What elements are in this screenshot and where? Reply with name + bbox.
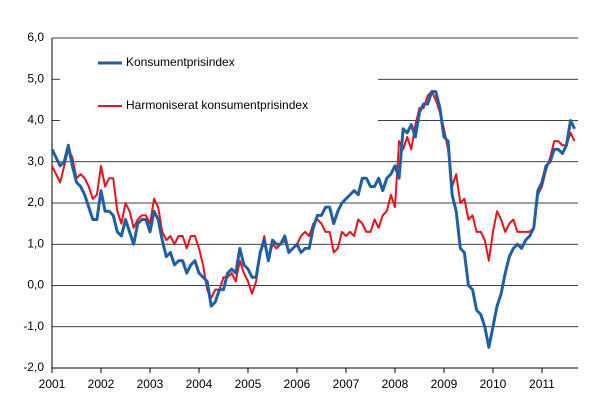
legend-label: Harmoniserat konsumentprisindex bbox=[126, 98, 308, 112]
y-tick-label: -2,0 bbox=[23, 360, 44, 374]
x-tick-label: 2006 bbox=[284, 377, 311, 391]
y-tick-label: 5,0 bbox=[27, 71, 44, 85]
x-tick-label: 2011 bbox=[529, 377, 555, 391]
y-tick-label: 2,0 bbox=[27, 195, 44, 209]
x-tick-label: 2007 bbox=[333, 377, 360, 391]
x-tick-label: 2001 bbox=[39, 377, 66, 391]
x-tick-label: 2010 bbox=[480, 377, 507, 391]
x-tick-label: 2003 bbox=[137, 377, 164, 391]
x-tick-label: 2005 bbox=[235, 377, 262, 391]
legend-label: Konsumentprisindex bbox=[126, 55, 235, 69]
x-tick-label: 2008 bbox=[382, 377, 409, 391]
x-tick-label: 2009 bbox=[431, 377, 458, 391]
y-tick-label: 3,0 bbox=[27, 154, 44, 168]
y-tick-label: 6,0 bbox=[27, 30, 44, 44]
y-tick-label: 0,0 bbox=[27, 278, 44, 292]
x-tick-label: 2004 bbox=[186, 377, 213, 391]
y-tick-label: 4,0 bbox=[27, 113, 44, 127]
series-line bbox=[50, 90, 576, 349]
y-tick-label: -1,0 bbox=[23, 319, 44, 333]
y-tick-label: 1,0 bbox=[27, 236, 44, 250]
legend-box bbox=[60, 39, 378, 129]
x-tick-label: 2002 bbox=[88, 377, 115, 391]
